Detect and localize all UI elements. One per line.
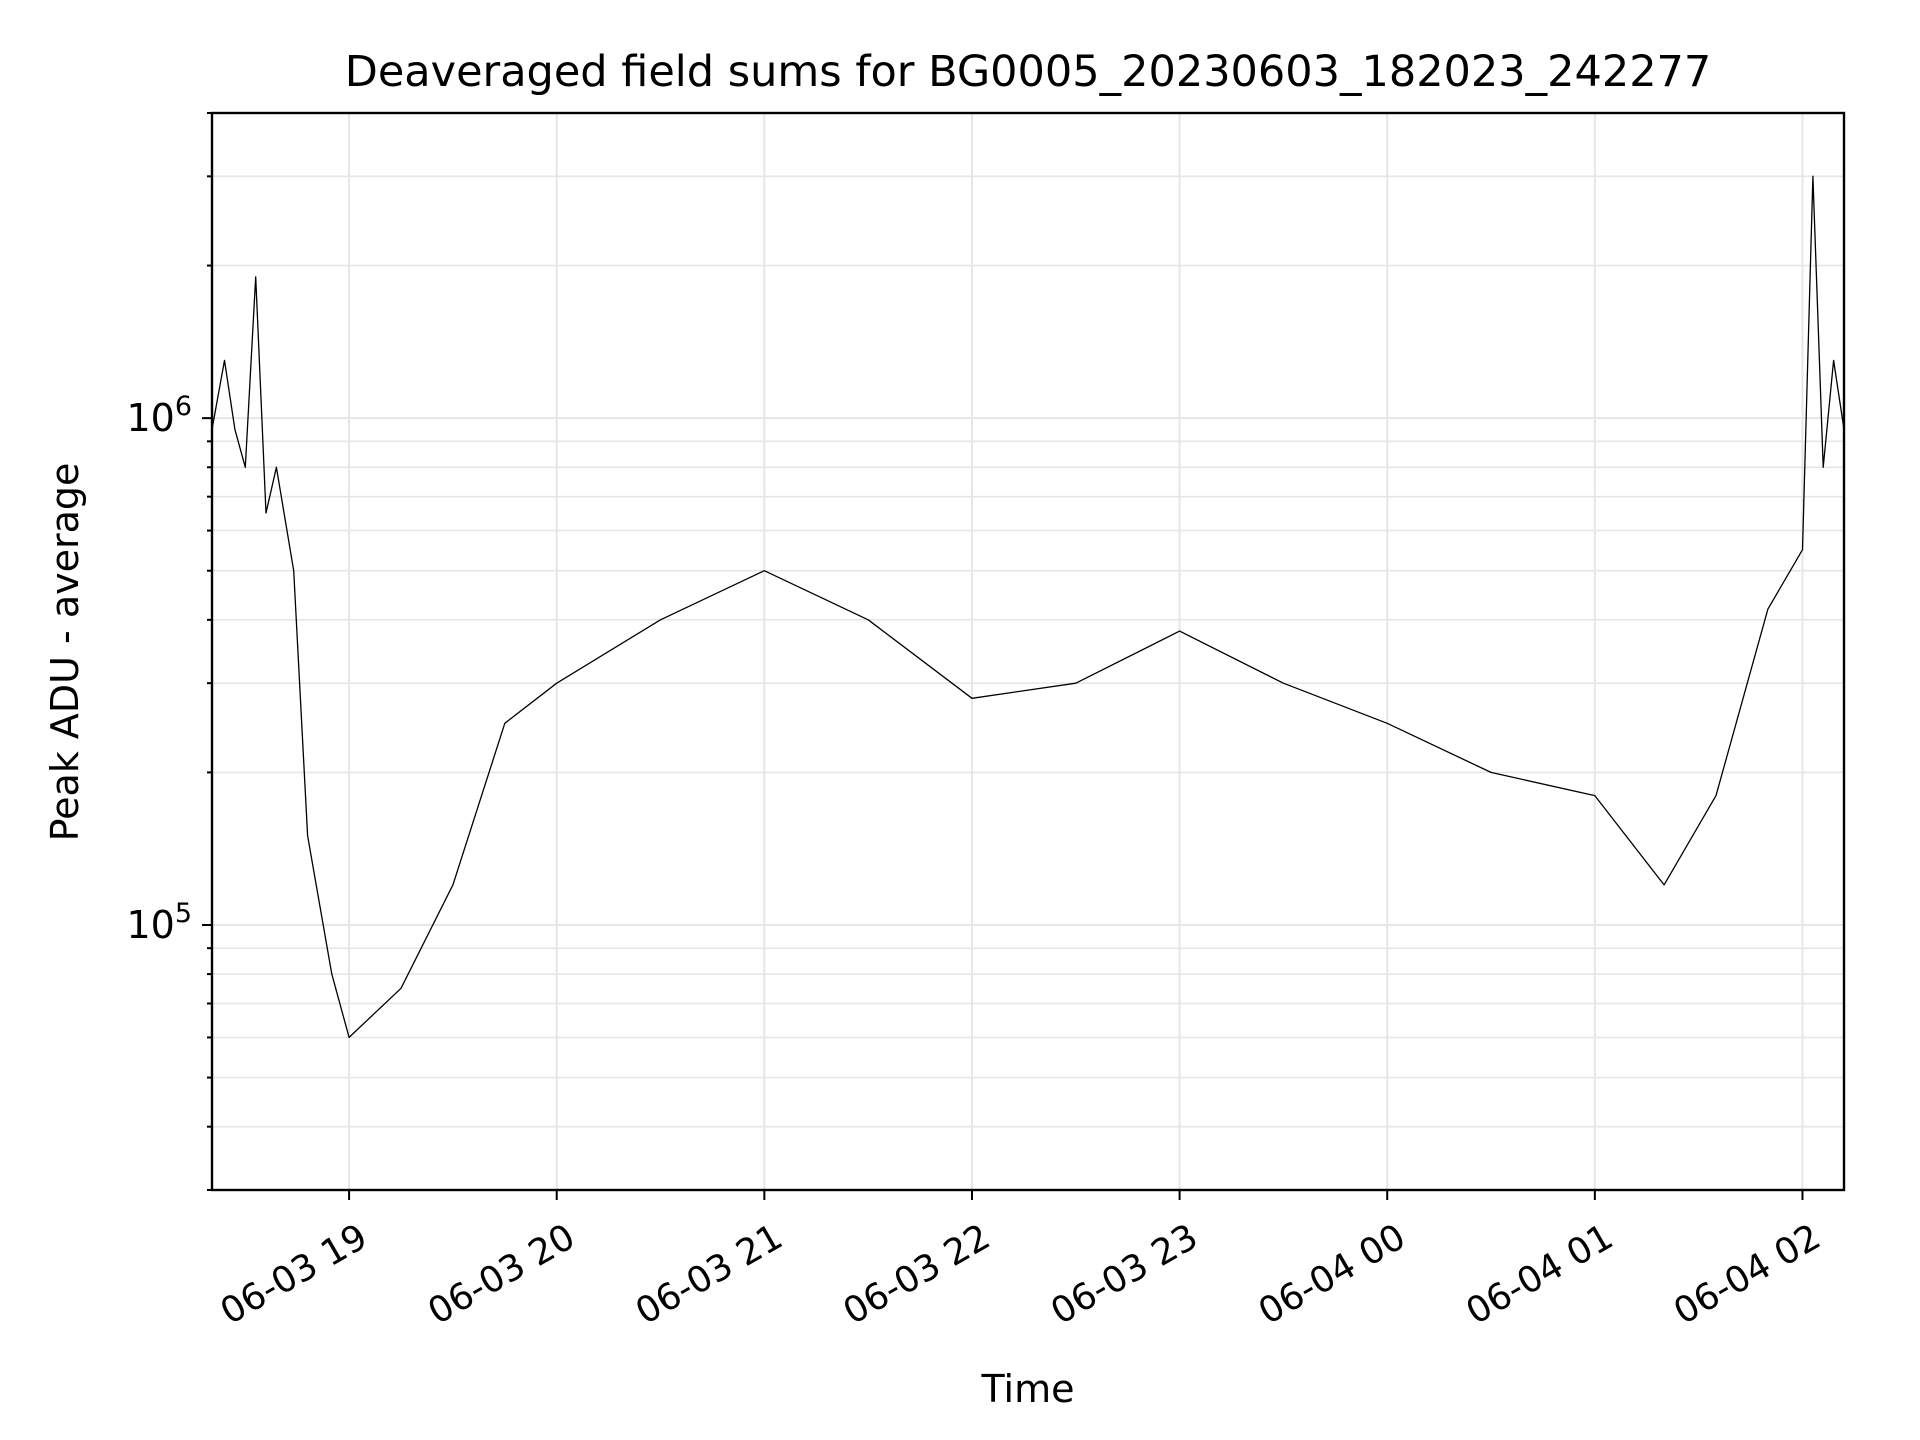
- x-axis-label: Time: [981, 1367, 1075, 1411]
- series-line: [211, 175, 1845, 1039]
- y-tick-label: 106: [126, 391, 192, 440]
- y-tick-label: 105: [126, 898, 192, 947]
- series-line-layer: [211, 175, 1845, 1039]
- chart-title: Deaveraged field sums for BG0005_2023060…: [345, 47, 1712, 97]
- y-tick-labels: 105 106: [126, 391, 192, 947]
- axis-ticks: [202, 112, 1804, 1200]
- grid: [212, 112, 1844, 1191]
- y-axis-label: Peak ADU - average: [43, 463, 87, 842]
- plot-frame: [210, 111, 1846, 1192]
